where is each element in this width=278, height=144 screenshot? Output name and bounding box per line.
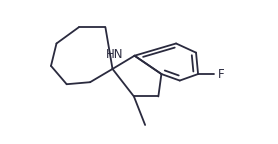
Text: F: F	[217, 68, 224, 80]
Text: HN: HN	[106, 48, 123, 61]
